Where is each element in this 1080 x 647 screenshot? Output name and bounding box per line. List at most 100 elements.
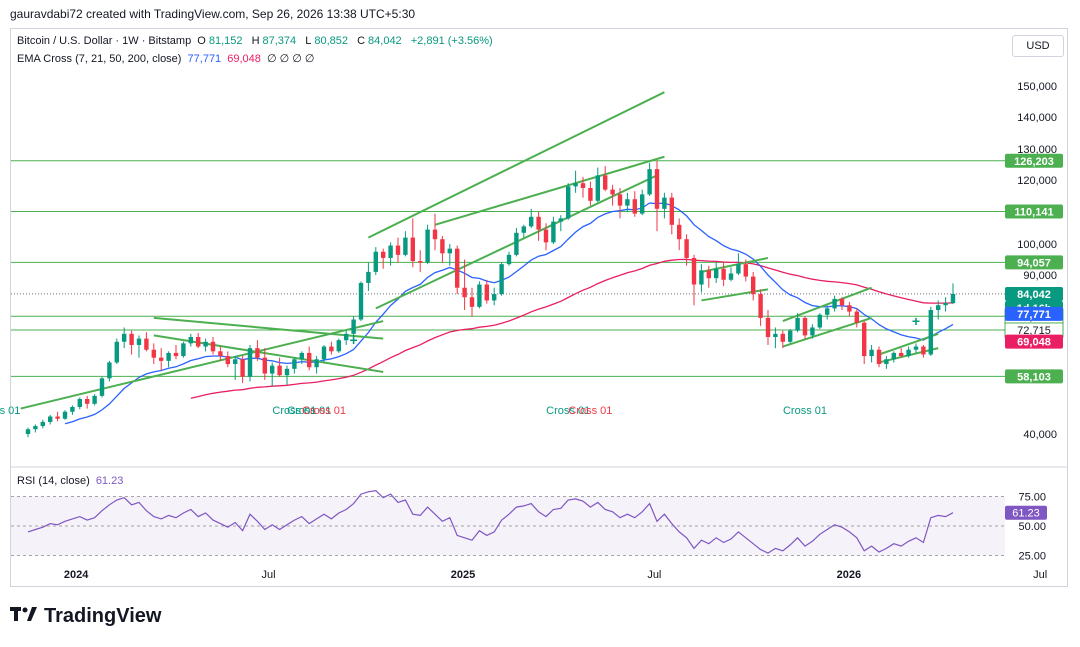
symbol-legend: Bitcoin / U.S. Dollar · 1W · Bitstamp O 8… [17, 35, 496, 47]
channel-mid-line[interactable] [434, 155, 665, 226]
rsi-legend-label: RSI (14, close) [17, 475, 90, 487]
y-axis-label: 140,000 [1017, 112, 1057, 124]
candle-body [477, 284, 482, 307]
candle-body [395, 245, 401, 255]
cross-label: Cross 01 [783, 405, 827, 417]
candle-body [810, 327, 815, 336]
candle-body [262, 357, 268, 374]
ema-value-1: 77,771 [187, 53, 222, 65]
candle-body [136, 338, 142, 345]
candle-body [99, 378, 105, 396]
level-tag-bg [1005, 204, 1063, 219]
candle-body [188, 337, 194, 344]
x-axis-label: Jul [1033, 569, 1047, 581]
candle-body [240, 359, 245, 377]
candle-body [639, 194, 645, 214]
candle-body [299, 352, 305, 360]
candle-body [351, 319, 356, 334]
candle-body [84, 399, 90, 404]
candle-body [817, 314, 823, 328]
x-axis-label: Jul [647, 569, 661, 581]
channel3-upper-line[interactable] [878, 332, 939, 356]
low-value: 80,852 [314, 35, 349, 47]
candle-body [269, 365, 275, 374]
rsi-axis-label: 75.00 [1018, 492, 1046, 504]
y-axis-label: 120,000 [1017, 175, 1057, 187]
open-label: O [197, 35, 206, 47]
candle-body [558, 218, 564, 222]
candle-body [306, 352, 312, 368]
candle-body [514, 232, 519, 255]
ema-cross-marker: + [350, 332, 358, 348]
candle-body [92, 395, 97, 404]
candle-body [55, 416, 60, 419]
candle-body [573, 183, 578, 187]
cross-label: Cross 01 [272, 405, 316, 417]
cross-label: Cross 01 [287, 405, 331, 417]
ema-blue-tag: 77,771 [1017, 309, 1051, 321]
currency-button[interactable]: USD [1012, 35, 1064, 57]
candle-body [728, 273, 734, 280]
candle-body [654, 169, 660, 209]
candle-body [440, 239, 445, 254]
candle-body [765, 317, 771, 338]
candle-body [839, 298, 845, 306]
candle-body [144, 338, 149, 350]
last-price-tag: 84,042 [1017, 289, 1051, 301]
level-tag-bg [1005, 153, 1063, 168]
y-axis-label: 100,000 [1017, 239, 1057, 251]
candle-body [551, 221, 556, 243]
candle-body [77, 399, 83, 407]
candle-body [713, 268, 719, 279]
candle-body [610, 189, 615, 195]
candle-body [447, 248, 453, 254]
candle-body [662, 197, 667, 209]
candle-body [528, 216, 534, 227]
candle-body [158, 357, 164, 361]
rsi-legend-value: 61.23 [95, 475, 124, 487]
candle-body [203, 341, 208, 347]
ema-cross-marker: + [912, 313, 920, 329]
candle-body [329, 346, 334, 352]
candle-body [595, 175, 601, 201]
ema-legend: EMA Cross (7, 21, 50, 200, close) 77,771… [17, 52, 317, 65]
candle-body [151, 349, 157, 358]
flag2-upper-line[interactable] [701, 256, 769, 273]
candle-body [232, 359, 238, 365]
candle-body [277, 365, 282, 376]
candle-body [40, 421, 46, 427]
support-trendline[interactable] [20, 320, 384, 410]
candle-body [25, 429, 31, 434]
candle-body [758, 294, 763, 318]
candle-body [210, 341, 216, 352]
candle-body [780, 333, 786, 342]
candle-body [824, 308, 830, 315]
candle-body [432, 229, 438, 240]
candle-body [521, 226, 527, 233]
candle-body [506, 254, 512, 265]
tradingview-logo: TradingView [10, 603, 161, 629]
candle-body [699, 270, 704, 285]
candle-body [358, 282, 364, 320]
rsi-value-tag: 61.23 [1012, 508, 1040, 520]
ema-pink-tag-bg [1005, 334, 1063, 349]
flag2-lower-line[interactable] [701, 288, 769, 302]
candle-body [921, 346, 926, 355]
candle-body [425, 229, 430, 263]
level-tag-bg [1005, 255, 1063, 270]
x-axis-label: 2024 [64, 569, 89, 581]
cross-label: Cross 01 [546, 405, 590, 417]
rsi-axis-label: 25.00 [1018, 551, 1046, 563]
candle-body [847, 305, 852, 312]
candle-body [602, 175, 608, 190]
candle-body [47, 416, 53, 422]
channel-upper-line[interactable] [367, 91, 665, 239]
candle-body [669, 197, 675, 225]
symbol-name: Bitcoin / U.S. Dollar · 1W · Bitstamp [17, 35, 192, 47]
candle-body [469, 297, 475, 307]
candle-body [943, 302, 948, 306]
y-axis-label: 90,000 [1023, 270, 1057, 282]
candle-body [743, 264, 749, 277]
candle-body [588, 188, 593, 201]
